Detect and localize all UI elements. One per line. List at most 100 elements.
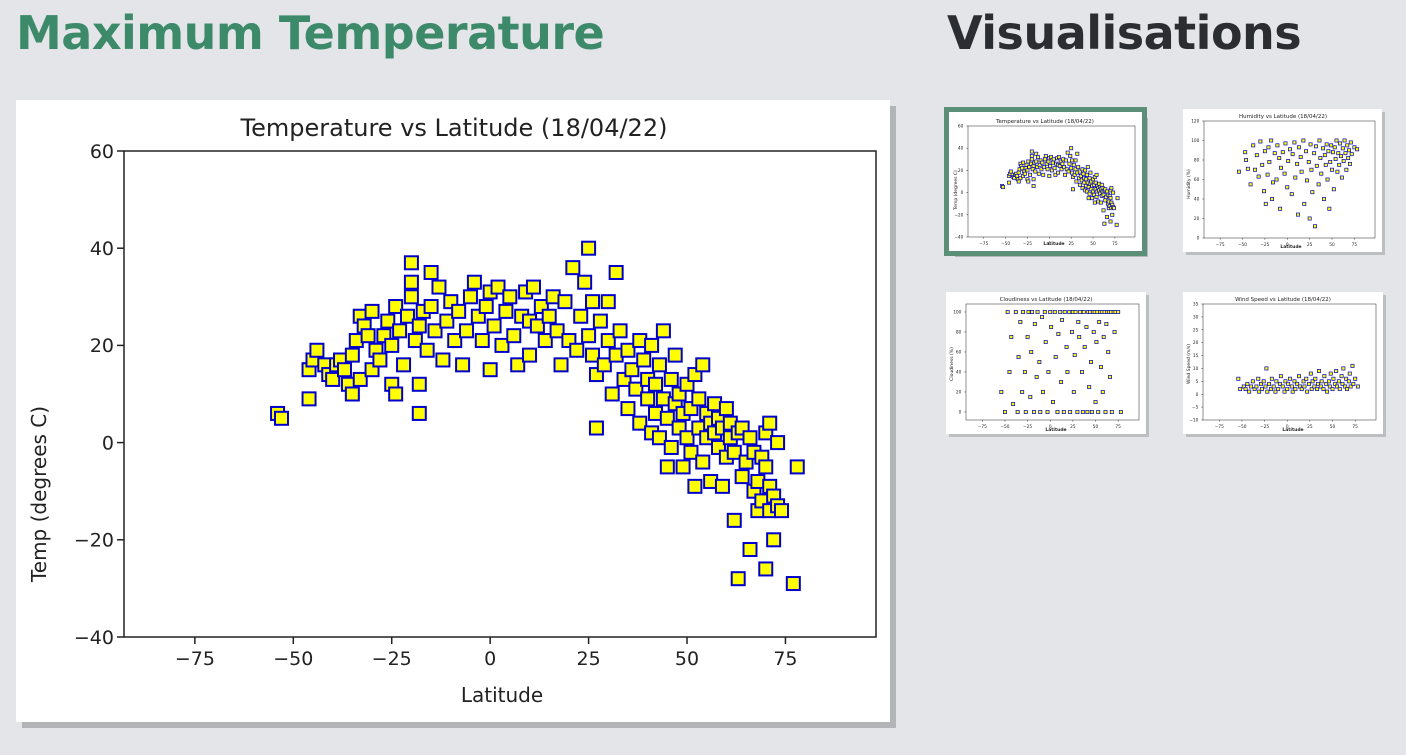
data-point [1089, 410, 1094, 414]
data-point [1321, 146, 1326, 151]
data-point [1094, 172, 1099, 177]
data-point [1050, 160, 1055, 165]
data-point [1046, 159, 1051, 164]
data-point [1116, 310, 1121, 314]
data-point [1314, 163, 1319, 168]
data-point [1296, 212, 1300, 217]
data-point [1347, 371, 1352, 376]
data-point [1280, 150, 1285, 155]
data-point [1080, 186, 1085, 191]
data-point [411, 318, 427, 334]
data-point [1045, 167, 1050, 172]
data-point [1090, 196, 1095, 201]
data-point [1026, 179, 1031, 184]
data-point [1020, 390, 1025, 394]
data-point [1077, 169, 1082, 174]
data-point [1308, 371, 1313, 376]
data-point [1034, 151, 1039, 156]
data-point [1108, 196, 1113, 201]
data-point [1007, 370, 1012, 374]
data-point [1103, 410, 1108, 414]
data-point [1352, 145, 1357, 150]
x-tick-label: 25 [1307, 424, 1313, 430]
data-point [1256, 376, 1261, 381]
data-point [1042, 157, 1047, 162]
data-point [726, 444, 742, 460]
data-point [1339, 374, 1344, 379]
data-point [1021, 160, 1026, 165]
data-point [502, 289, 518, 305]
data-point [403, 255, 419, 271]
data-point [1270, 197, 1274, 201]
data-point [1020, 166, 1025, 171]
data-point [1355, 384, 1360, 389]
data-point [1087, 176, 1092, 181]
data-point [1001, 185, 1005, 189]
data-point [1099, 182, 1104, 187]
x-tick-label: 75 [1112, 241, 1118, 247]
data-point [1318, 156, 1323, 161]
data-point [462, 289, 478, 305]
data-point [1077, 182, 1082, 187]
data-point [1081, 310, 1086, 314]
data-point [1084, 189, 1089, 194]
data-point [325, 371, 341, 387]
data-point [1048, 164, 1053, 168]
data-point [1111, 190, 1116, 195]
data-point [1109, 410, 1114, 414]
data-point [1087, 385, 1092, 389]
thumbnail-cloudiness[interactable]: Cloudiness vs Latitude (18/04/22) Latitu… [946, 292, 1146, 434]
data-point [1069, 146, 1074, 151]
data-point [1015, 410, 1020, 414]
data-point [1105, 215, 1109, 219]
data-point [1336, 151, 1341, 156]
data-point [1297, 374, 1301, 379]
thumbnail-wind-speed[interactable]: Wind Speed vs Latitude (18/04/22) Latitu… [1183, 292, 1383, 434]
thumbnail-xlabel: Latitude [1045, 427, 1066, 433]
data-point [620, 401, 636, 417]
data-point [1093, 400, 1098, 404]
data-point [411, 405, 427, 421]
x-tick-label: −50 [273, 648, 313, 670]
data-point [1065, 370, 1070, 374]
data-point [384, 337, 400, 353]
data-point [1025, 168, 1030, 173]
data-point [999, 390, 1004, 394]
y-tick-label: 0 [1196, 392, 1199, 398]
data-point [1236, 169, 1241, 174]
data-point [1308, 142, 1313, 147]
thumbnail-temperature[interactable]: Temperature vs Latitude (18/04/22) Latit… [944, 107, 1147, 256]
data-point [1043, 340, 1048, 344]
data-point [1051, 400, 1055, 404]
data-point [1259, 381, 1263, 386]
thumbnail-humidity[interactable]: Humidity vs Latitude (18/04/22) Latitude… [1183, 109, 1382, 252]
data-point [1263, 201, 1268, 206]
data-point [1264, 366, 1269, 371]
data-point [1106, 350, 1111, 354]
data-point [758, 459, 774, 475]
data-point [1316, 381, 1320, 386]
y-tick-label: 5 [1196, 379, 1199, 385]
data-point [1324, 381, 1329, 386]
data-point [1079, 178, 1084, 183]
data-point [506, 328, 522, 344]
data-point [1283, 379, 1288, 384]
data-point [1063, 158, 1068, 163]
plot-frame [123, 150, 877, 638]
data-point [1076, 165, 1081, 170]
data-point [1034, 375, 1039, 379]
y-tick-label: 100 [953, 310, 961, 316]
data-point [1067, 310, 1072, 314]
thumbnail-title: Wind Speed vs Latitude (18/04/22) [1235, 297, 1331, 303]
data-point [1244, 158, 1249, 162]
data-point [762, 415, 778, 431]
data-point [1346, 379, 1351, 384]
y-tick-label: 0 [1197, 236, 1200, 242]
thumbnail-wind-speed-chart: Wind Speed vs Latitude (18/04/22) Latitu… [1186, 297, 1377, 433]
data-point [1256, 174, 1261, 179]
data-point [1061, 410, 1066, 414]
data-point [1337, 162, 1342, 167]
data-point [1059, 380, 1064, 384]
y-tick-label: −40 [954, 235, 963, 241]
data-point [1075, 151, 1080, 156]
